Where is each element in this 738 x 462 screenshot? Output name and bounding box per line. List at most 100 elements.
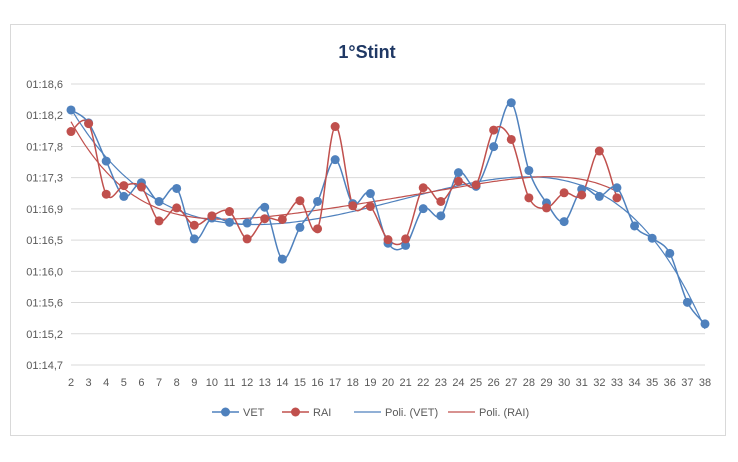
series-lines [70, 101, 706, 325]
series-line-vet [70, 101, 706, 325]
point-vet-35 [647, 233, 657, 243]
point-vet-37 [682, 297, 692, 307]
x-tick-label: 12 [241, 377, 253, 389]
point-rai-14 [277, 214, 287, 224]
x-tick-label: 37 [681, 377, 693, 389]
series-points [66, 98, 710, 329]
series-line-rai [70, 119, 618, 246]
x-tick-label: 2 [68, 377, 74, 389]
point-vet-13 [260, 202, 270, 212]
point-vet-32 [594, 191, 604, 201]
point-rai-31 [577, 190, 587, 200]
point-vet-11 [225, 217, 234, 227]
point-vet-19 [365, 189, 375, 199]
point-vet-5 [119, 191, 129, 201]
y-tick-label: 01:16,9 [26, 204, 63, 216]
trendline-vet [70, 108, 706, 330]
x-tick-label: 3 [86, 377, 92, 389]
point-rai-3 [84, 119, 94, 129]
point-rai-29 [542, 203, 551, 213]
x-tick-label: 25 [470, 377, 482, 389]
point-rai-5 [119, 181, 129, 191]
x-tick-label: 29 [540, 377, 552, 389]
x-tick-label: 16 [311, 377, 323, 389]
point-rai-33 [612, 193, 622, 203]
point-rai-26 [489, 125, 499, 135]
legend: VET RAI Poli. (VET) Poli. (RAI) [212, 407, 529, 419]
x-tick-label: 5 [121, 377, 127, 389]
point-rai-24 [453, 176, 463, 186]
point-rai-17 [330, 122, 340, 132]
point-rai-10 [207, 211, 217, 221]
point-rai-13 [260, 214, 270, 224]
y-tick-label: 01:15,6 [26, 298, 63, 310]
chart-frame [10, 24, 726, 436]
x-tick-label: 18 [347, 377, 359, 389]
point-vet-23 [436, 211, 446, 221]
trendlines [70, 108, 706, 330]
point-rai-25 [471, 180, 481, 190]
point-rai-2 [66, 127, 76, 137]
point-rai-4 [101, 189, 111, 199]
point-rai-11 [225, 207, 234, 217]
point-rai-28 [524, 193, 534, 203]
point-rai-7 [154, 216, 164, 226]
x-tick-label: 10 [206, 377, 218, 389]
point-vet-24 [453, 168, 463, 178]
x-tick-label: 17 [329, 377, 341, 389]
point-rai-12 [242, 234, 252, 244]
point-rai-27 [506, 134, 516, 144]
x-tick-label: 35 [646, 377, 658, 389]
point-rai-30 [559, 188, 569, 198]
point-rai-16 [313, 224, 323, 234]
trendline-rai [70, 121, 618, 220]
x-tick-label: 9 [191, 377, 197, 389]
x-tick-label: 24 [452, 377, 464, 389]
point-rai-8 [172, 203, 182, 213]
x-tick-label: 38 [699, 377, 711, 389]
x-tick-label: 33 [611, 377, 623, 389]
point-rai-19 [365, 201, 375, 211]
point-vet-22 [418, 204, 428, 214]
point-vet-30 [559, 217, 569, 227]
x-tick-label: 30 [558, 377, 570, 389]
y-tick-label: 01:17,3 [26, 173, 63, 185]
x-tick-label: 6 [138, 377, 144, 389]
point-rai-9 [189, 220, 199, 230]
legend-marker [291, 407, 300, 417]
point-vet-36 [665, 248, 675, 258]
point-vet-7 [154, 196, 164, 206]
point-rai-15 [295, 196, 305, 206]
point-vet-14 [277, 254, 287, 264]
point-vet-2 [66, 105, 76, 115]
x-tick-label: 8 [174, 377, 180, 389]
point-vet-34 [630, 221, 640, 231]
y-tick-label: 01:17,8 [26, 141, 63, 153]
point-vet-27 [506, 98, 516, 108]
point-vet-17 [330, 155, 340, 165]
gridlines [71, 83, 705, 366]
legend-marker [221, 407, 230, 417]
chart-title: 1°Stint [338, 42, 395, 62]
point-vet-15 [295, 222, 305, 232]
x-tick-label: 22 [417, 377, 429, 389]
point-rai-20 [383, 235, 393, 245]
x-tick-label: 32 [593, 377, 605, 389]
x-tick-label: 20 [382, 377, 394, 389]
x-tick-label: 19 [364, 377, 376, 389]
point-rai-32 [594, 146, 604, 156]
point-vet-12 [242, 218, 252, 228]
x-tick-label: 27 [505, 377, 517, 389]
x-tick-label: 21 [399, 377, 411, 389]
x-tick-label: 13 [259, 377, 271, 389]
x-tick-label: 26 [488, 377, 500, 389]
y-tick-label: 01:18,2 [26, 110, 63, 122]
legend-label: Poli. (RAI) [479, 407, 529, 419]
point-vet-26 [489, 142, 499, 152]
point-vet-38 [700, 319, 710, 329]
x-tick-label: 14 [276, 377, 288, 389]
point-vet-21 [401, 240, 411, 250]
x-tick-label: 23 [435, 377, 447, 389]
x-tick-label: 34 [628, 377, 640, 389]
